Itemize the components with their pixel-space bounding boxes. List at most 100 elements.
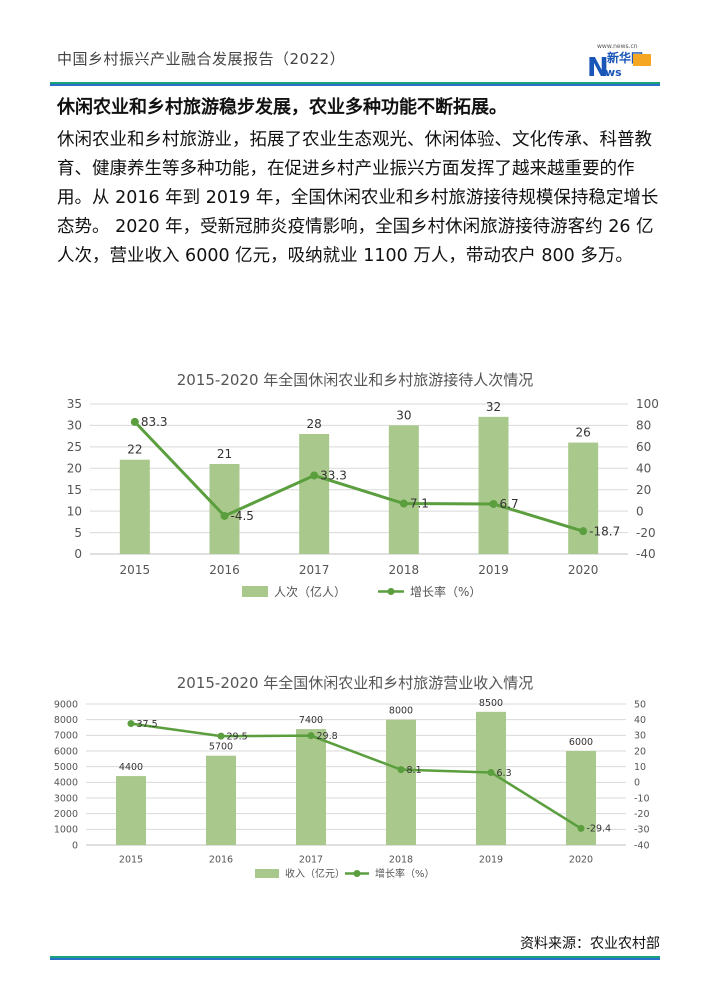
x-tick-label: 2016 — [209, 855, 233, 866]
y-right-tick-label: 100 — [636, 397, 659, 411]
visitors-chart: 2015-2020 年全国休闲农业和乡村旅游接待人次情况 0 5 10 15 20 25 30… — [67, 371, 659, 599]
x-tick-label: 2015 — [120, 563, 151, 577]
bar-value-label: 28 — [307, 417, 322, 431]
growth-rate-point — [307, 732, 315, 740]
bar-value-label: 6000 — [569, 737, 593, 748]
x-tick-label: 2018 — [389, 855, 413, 866]
data-source: 资料来源：农业农村部 — [520, 936, 660, 952]
growth-rate-point — [579, 527, 588, 536]
y-right-tick-label: -10 — [634, 793, 650, 804]
x-tick-label: 2019 — [478, 563, 509, 577]
y-right-tick-label: 20 — [634, 746, 646, 757]
x-tick-label: 2016 — [209, 563, 240, 577]
x-tick-label: 2017 — [299, 563, 330, 577]
x-tick-label: 2018 — [389, 563, 420, 577]
growth-rate-label: 29.8 — [317, 731, 338, 742]
y-right-tick-label: -40 — [636, 547, 656, 561]
growth-rate-label: 8.1 — [407, 765, 422, 776]
y-right-tick-label: 30 — [634, 731, 646, 742]
growth-rate-line — [133, 420, 584, 533]
growth-rate-point — [130, 417, 139, 426]
y-right-tick-label: 10 — [634, 762, 646, 773]
bar-value-label: 22 — [127, 443, 142, 457]
bar-value-label: 8500 — [479, 698, 503, 709]
bar-value-label: 7400 — [299, 715, 323, 726]
growth-rate-label: 6.3 — [497, 768, 512, 779]
growth-rate-point — [399, 499, 408, 508]
bar — [119, 459, 150, 554]
bar — [388, 425, 419, 554]
growth-rate-label: -18.7 — [589, 524, 620, 538]
bar — [116, 776, 146, 845]
legend-line-label: 增长率（%） — [410, 584, 481, 599]
growth-rate-point — [127, 720, 135, 728]
y-right-tick-label: 0 — [636, 504, 644, 518]
bar — [386, 719, 416, 845]
growth-rate-label: 7.1 — [410, 497, 429, 511]
x-tick-label: 2015 — [119, 855, 143, 866]
y-left-tick-label: 5000 — [54, 762, 78, 773]
footer-divider — [50, 956, 660, 960]
growth-rate-label: 33.3 — [320, 469, 347, 483]
growth-rate-point — [310, 471, 319, 480]
y-left-tick-label: 5 — [74, 526, 82, 540]
y-left-tick-label: 0 — [74, 547, 82, 561]
bar — [206, 755, 236, 845]
x-tick-label: 2019 — [479, 855, 503, 866]
bar — [296, 729, 326, 845]
y-right-tick-label: 0 — [634, 778, 640, 789]
y-right-tick-label: 40 — [634, 715, 646, 726]
y-left-tick-label: 2000 — [54, 809, 78, 820]
article-body: 休闲农业和乡村旅游业，拓展了农业生态观光、休闲体验、文化传承、科普教育、健康养生… — [57, 130, 659, 266]
growth-rate-point — [487, 768, 495, 776]
y-left-tick-label: 20 — [67, 461, 82, 475]
svg-text:ws: ws — [605, 66, 622, 79]
legend-bar-label: 收入（亿元） — [285, 867, 345, 880]
bar-value-label: 5700 — [209, 742, 233, 753]
legend-line-marker — [353, 870, 361, 877]
growth-rate-line — [130, 722, 582, 830]
bar-value-label: 8000 — [389, 706, 413, 717]
growth-rate-label: 83.3 — [141, 415, 168, 429]
y-left-tick-label: 4000 — [54, 778, 78, 789]
growth-rate-label: 37.5 — [137, 719, 158, 730]
svg-text:N: N — [587, 53, 609, 82]
bar-value-label: 21 — [217, 447, 232, 461]
growth-rate-label: -4.5 — [231, 509, 254, 523]
y-left-tick-label: 6000 — [54, 746, 78, 757]
bar — [299, 434, 330, 554]
logo-site-text: www.news.cn — [597, 43, 638, 50]
growth-rate-label: 6.7 — [500, 497, 519, 511]
y-left-tick-label: 9000 — [54, 699, 78, 710]
y-right-tick-label: -40 — [634, 840, 650, 851]
y-left-tick-label: 7000 — [54, 731, 78, 742]
x-tick-label: 2020 — [568, 563, 599, 577]
y-right-tick-label: 50 — [634, 699, 646, 710]
growth-rate-point — [217, 732, 225, 740]
growth-rate-point — [397, 766, 405, 774]
bar-value-label: 32 — [486, 400, 501, 414]
bar-value-label: 30 — [396, 408, 411, 422]
y-right-tick-label: 40 — [636, 461, 651, 475]
x-tick-label: 2017 — [299, 855, 323, 866]
bar — [478, 416, 509, 554]
y-right-tick-label: 60 — [636, 440, 651, 454]
legend-line-label: 增长率（%） — [375, 867, 435, 880]
growth-rate-label: -29.4 — [587, 824, 612, 835]
legend-line-marker — [387, 588, 395, 595]
article-headline: 休闲农业和乡村旅游稳步发展，农业多种功能不断拓展。 — [57, 97, 507, 118]
y-left-tick-label: 25 — [67, 440, 82, 454]
y-right-tick-label: 20 — [636, 483, 651, 497]
y-left-tick-label: 0 — [72, 840, 78, 851]
bar-value-label: 26 — [576, 426, 591, 440]
chart-title: 2015-2020 年全国休闲农业和乡村旅游接待人次情况 — [177, 371, 534, 389]
bar — [209, 464, 240, 554]
chart-title: 2015-2020 年全国休闲农业和乡村旅游营业收入情况 — [177, 674, 534, 692]
legend-bar-swatch — [255, 869, 279, 878]
bar-value-label: 4400 — [119, 762, 143, 773]
y-left-tick-label: 30 — [67, 419, 82, 433]
growth-rate-label: 29.5 — [227, 731, 248, 742]
y-left-tick-label: 3000 — [54, 793, 78, 804]
growth-rate-point — [489, 499, 498, 508]
y-right-tick-label: -20 — [634, 809, 650, 820]
